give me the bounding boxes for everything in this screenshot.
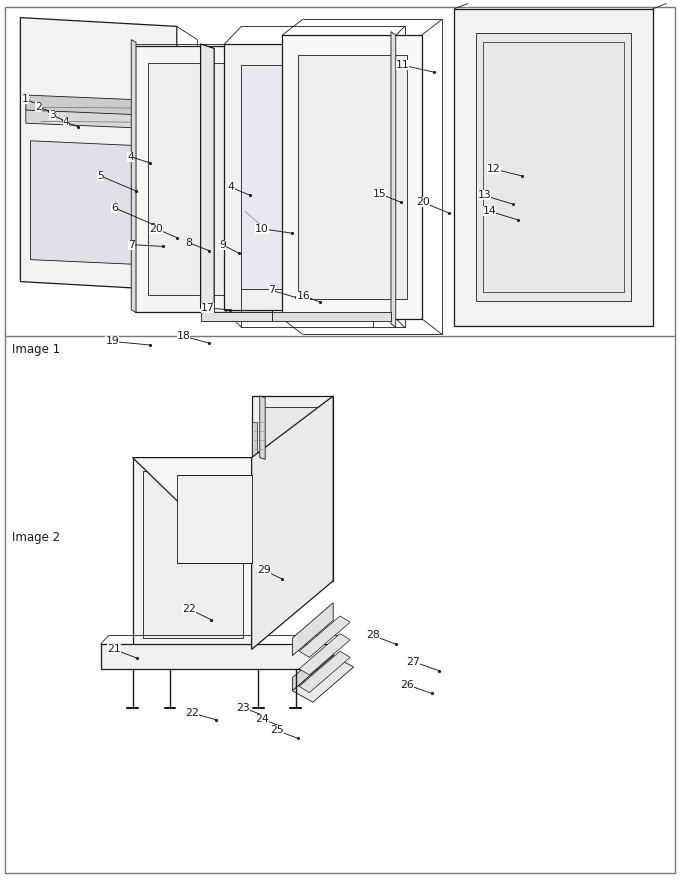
Circle shape <box>622 278 641 303</box>
Text: 29: 29 <box>257 565 271 576</box>
Polygon shape <box>20 18 177 290</box>
Circle shape <box>622 32 641 56</box>
Text: 13: 13 <box>477 190 491 201</box>
Polygon shape <box>252 422 257 510</box>
Text: 5: 5 <box>97 171 104 181</box>
Polygon shape <box>272 312 391 321</box>
Polygon shape <box>201 312 272 321</box>
Text: 15: 15 <box>373 188 386 199</box>
Polygon shape <box>454 9 653 326</box>
Text: 21: 21 <box>107 644 121 655</box>
Polygon shape <box>299 616 350 657</box>
Text: 4: 4 <box>127 151 134 162</box>
Polygon shape <box>299 634 350 675</box>
Text: 7: 7 <box>269 285 275 296</box>
Polygon shape <box>148 63 260 295</box>
Text: 25: 25 <box>270 725 284 736</box>
Polygon shape <box>476 33 631 301</box>
Polygon shape <box>260 396 265 459</box>
Polygon shape <box>131 40 136 312</box>
Polygon shape <box>101 644 333 669</box>
Polygon shape <box>133 458 252 649</box>
Text: 4: 4 <box>228 182 235 193</box>
Text: 6: 6 <box>111 202 118 213</box>
Polygon shape <box>143 471 243 638</box>
Circle shape <box>466 278 486 303</box>
Polygon shape <box>135 46 272 312</box>
Polygon shape <box>241 65 373 289</box>
Text: 20: 20 <box>150 224 163 234</box>
Text: 10: 10 <box>255 224 269 234</box>
Text: 24: 24 <box>255 714 269 724</box>
Text: 26: 26 <box>400 679 413 690</box>
Text: 4: 4 <box>63 117 69 128</box>
Text: 2: 2 <box>35 102 42 113</box>
Polygon shape <box>252 396 333 581</box>
Text: 3: 3 <box>49 110 56 121</box>
Text: 19: 19 <box>105 336 119 347</box>
Text: 7: 7 <box>128 239 135 250</box>
Text: 23: 23 <box>237 702 250 713</box>
Text: 27: 27 <box>407 656 420 667</box>
Text: 20: 20 <box>416 197 430 208</box>
Text: 17: 17 <box>201 303 214 313</box>
Polygon shape <box>26 95 171 116</box>
Polygon shape <box>391 32 396 327</box>
Polygon shape <box>298 55 407 299</box>
Polygon shape <box>282 35 422 319</box>
Text: 12: 12 <box>487 164 500 174</box>
Text: 16: 16 <box>296 290 310 301</box>
Text: Image 1: Image 1 <box>12 342 61 356</box>
Text: 18: 18 <box>177 331 190 341</box>
Text: 9: 9 <box>219 239 226 250</box>
Polygon shape <box>31 141 167 266</box>
Polygon shape <box>252 396 333 649</box>
Polygon shape <box>299 651 350 693</box>
Polygon shape <box>292 642 333 691</box>
Text: 22: 22 <box>182 604 196 614</box>
Polygon shape <box>26 108 171 129</box>
Polygon shape <box>292 656 354 702</box>
Circle shape <box>466 32 486 56</box>
Polygon shape <box>177 475 252 563</box>
Text: 14: 14 <box>483 206 496 216</box>
Text: 22: 22 <box>185 708 199 718</box>
Polygon shape <box>201 44 214 312</box>
Polygon shape <box>133 458 333 537</box>
Polygon shape <box>292 603 333 656</box>
Text: Image 2: Image 2 <box>12 531 61 544</box>
Polygon shape <box>224 44 388 310</box>
Text: 11: 11 <box>396 60 409 70</box>
Text: 8: 8 <box>186 238 192 248</box>
Text: 28: 28 <box>366 630 379 641</box>
Text: 1: 1 <box>22 94 29 105</box>
Polygon shape <box>260 407 325 570</box>
